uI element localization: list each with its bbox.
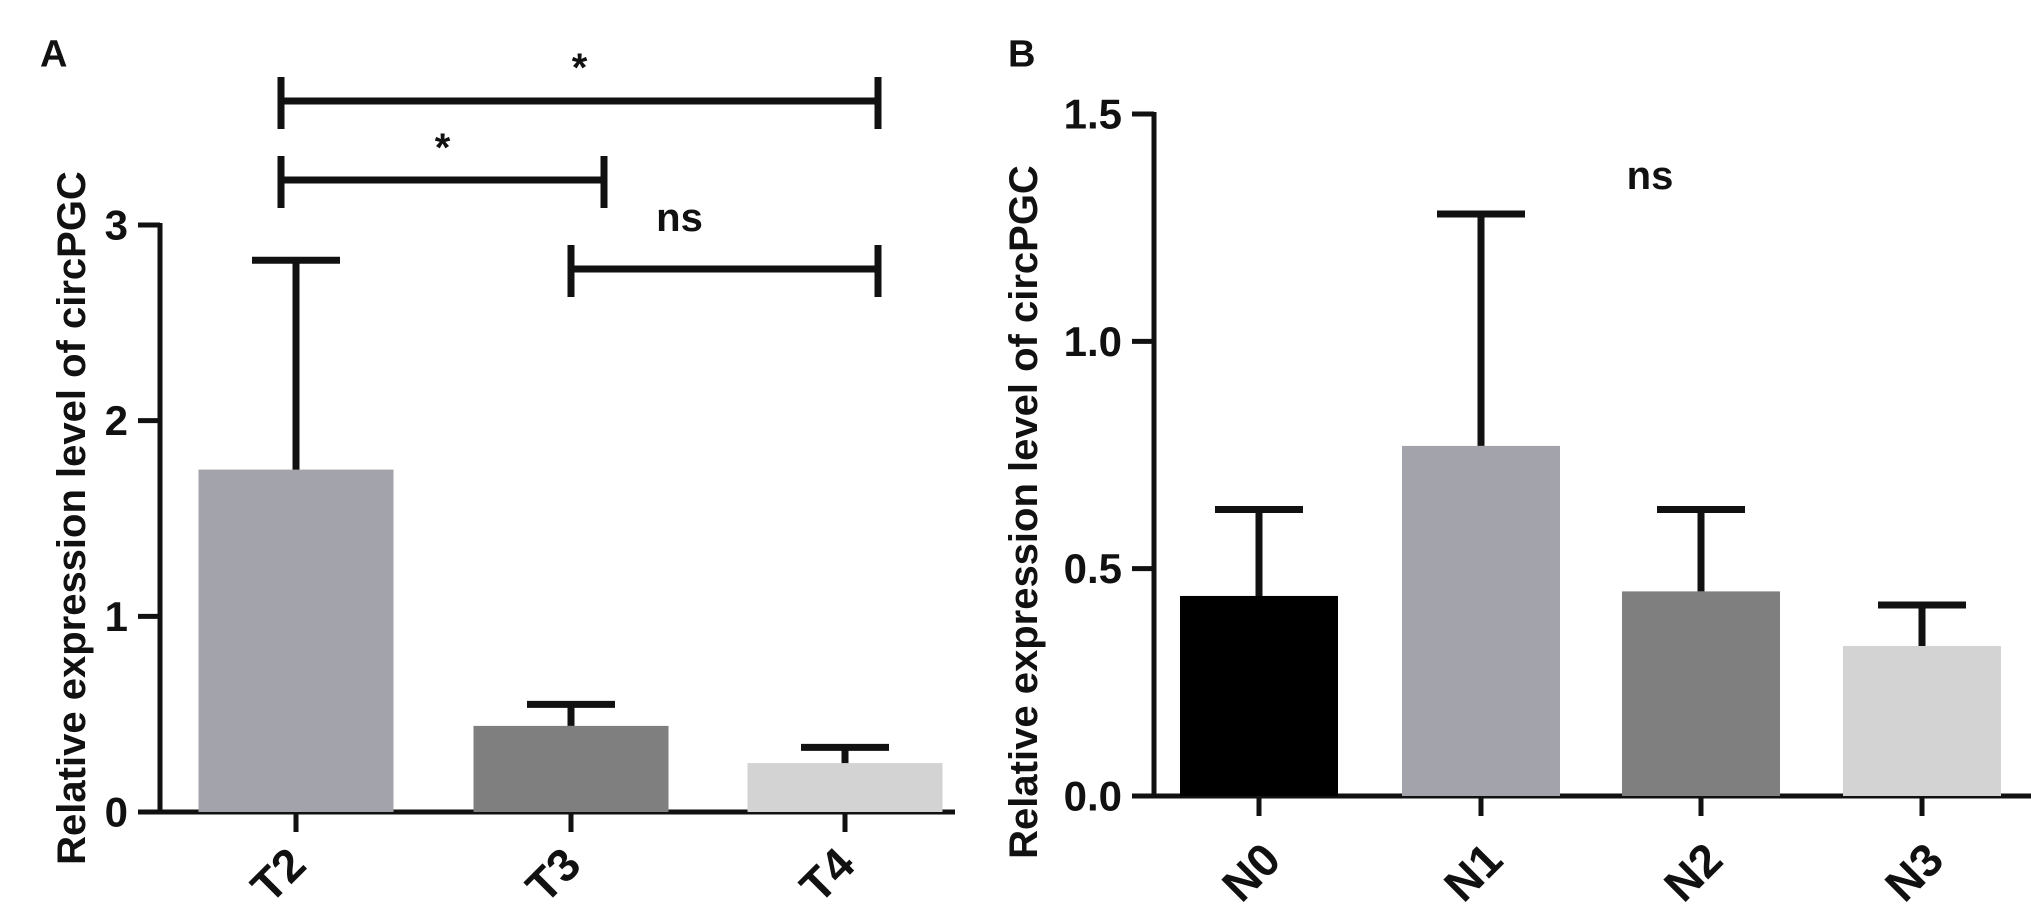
bar-n0 <box>1180 595 1338 796</box>
x-tick-label: N0 <box>1212 833 1290 911</box>
x-tick-label: N1 <box>1434 833 1512 911</box>
x-tick-label: T4 <box>790 837 865 911</box>
significance-label: * <box>572 46 588 90</box>
significance-label: ns <box>1627 154 1674 198</box>
y-tick-label: 2 <box>105 397 128 444</box>
bar-n2 <box>1622 591 1780 796</box>
y-axis-title: Relative expression level of circPGC <box>1002 165 1046 859</box>
bar-t4 <box>747 763 943 812</box>
significance-label: ns <box>656 196 703 240</box>
y-axis-title: Relative expression level of circPGC <box>50 171 94 865</box>
x-tick-label: N2 <box>1654 833 1732 911</box>
y-tick-label: 1 <box>105 593 128 640</box>
bar-t2 <box>198 469 394 812</box>
y-tick-label: 0 <box>105 789 128 836</box>
y-tick-label: 0.0 <box>1064 773 1122 820</box>
x-tick-label: N3 <box>1875 833 1953 911</box>
bar-t3 <box>473 725 669 812</box>
y-tick-label: 3 <box>105 202 128 249</box>
y-tick-label: 1.5 <box>1064 91 1122 138</box>
y-tick-label: 1.0 <box>1064 318 1122 365</box>
panel-label: A <box>40 33 67 75</box>
x-tick-label: T3 <box>516 838 591 911</box>
significance-label: * <box>435 126 451 170</box>
bar-n1 <box>1402 445 1560 796</box>
x-tick-label: T2 <box>241 838 316 911</box>
y-tick-label: 0.5 <box>1064 545 1122 592</box>
panel-label: B <box>1008 33 1035 75</box>
bar-n3 <box>1843 645 2001 796</box>
